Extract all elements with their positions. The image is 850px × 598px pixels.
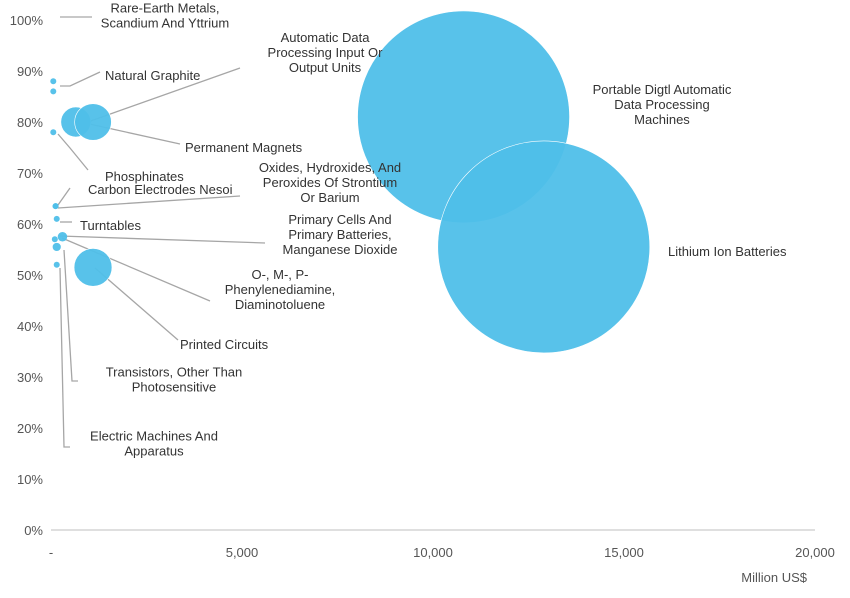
bubble-label: Apparatus: [124, 444, 184, 459]
x-axis-title: Million US$: [741, 570, 808, 585]
bubble-label: Oxides, Hydroxides, And: [259, 160, 401, 175]
y-tick-label: 0%: [24, 523, 43, 538]
bubble-label: Phosphinates: [105, 169, 184, 184]
bubble-label: Automatic Data: [281, 30, 371, 45]
bubble-label: Electric Machines And: [90, 429, 218, 444]
y-tick-label: 80%: [17, 115, 43, 130]
x-tick-label: -: [49, 545, 53, 560]
bubble-label: Machines: [634, 112, 690, 127]
y-tick-label: 70%: [17, 166, 43, 181]
leader-line: [61, 237, 211, 302]
x-tick-label: 20,000: [795, 545, 835, 560]
data-labels: Rare-Earth Metals,Scandium And Yttrium Na…: [80, 1, 787, 459]
bubble: [57, 232, 68, 242]
bubble: [73, 248, 113, 287]
bubble: [437, 140, 651, 354]
leader-line: [60, 71, 101, 87]
bubble-label: Or Barium: [300, 190, 359, 205]
axes: 0% 10% 20% 30% 40% 50% 60% 70% 80% 90% 100% - 5,000 1…: [10, 13, 835, 560]
bubble-label: Lithium Ion Batteries: [668, 244, 787, 259]
y-tick-label: 10%: [17, 472, 43, 487]
leader-line: [63, 249, 78, 382]
bubble: [52, 203, 59, 210]
bubble-label: Manganese Dioxide: [283, 242, 398, 257]
bubble: [50, 88, 57, 95]
y-tick-label: 100%: [10, 13, 44, 28]
bubble-label: Portable Digtl Automatic: [593, 82, 732, 97]
bubble-label: Diaminotoluene: [235, 297, 325, 312]
y-tick-label: 90%: [17, 64, 43, 79]
leader-line: [57, 133, 89, 171]
leader-line: [94, 267, 179, 341]
bubble-label: Rare-Earth Metals,: [110, 1, 219, 16]
y-tick-label: 30%: [17, 370, 43, 385]
y-tick-label: 50%: [17, 268, 43, 283]
leader-line: [84, 67, 241, 124]
x-tick-label: 10,000: [413, 545, 453, 560]
bubble-label: O-, M-, P-: [251, 267, 308, 282]
bubble: [53, 215, 60, 222]
bubble: [50, 78, 57, 85]
bubble-label: Natural Graphite: [105, 68, 200, 83]
x-tick-label: 5,000: [226, 545, 259, 560]
bubble: [74, 103, 112, 141]
bubble-label: Data Processing: [614, 97, 709, 112]
x-tick-label: 15,000: [604, 545, 644, 560]
leader-line: [59, 267, 70, 448]
bubble-label: Photosensitive: [132, 380, 217, 395]
bubble-label: Phenylenediamine,: [225, 282, 336, 297]
bubble: [50, 129, 57, 136]
bubble-label: Permanent Magnets: [185, 140, 303, 155]
leader-line: [59, 235, 266, 244]
bubble-label: Turntables: [80, 218, 141, 233]
bubble-label: Carbon Electrodes Nesoi: [88, 182, 233, 197]
bubbles: [50, 10, 651, 354]
bubble-label: Primary Batteries,: [288, 227, 391, 242]
bubble: [51, 236, 58, 243]
bubble-label: Scandium And Yttrium: [101, 16, 229, 31]
bubble: [53, 261, 60, 268]
y-tick-label: 20%: [17, 421, 43, 436]
bubble-label: Output Units: [289, 60, 362, 75]
bubble-label: Primary Cells And: [288, 212, 391, 227]
leader-line: [57, 195, 241, 209]
bubble-label: Peroxides Of Strontium: [263, 175, 397, 190]
bubble: [52, 242, 61, 252]
bubble-label: Processing Input Or: [268, 45, 384, 60]
bubble-label: Transistors, Other Than: [106, 365, 243, 380]
leader-line: [57, 187, 71, 206]
y-tick-label: 40%: [17, 319, 43, 334]
y-tick-label: 60%: [17, 217, 43, 232]
bubble-label: Printed Circuits: [180, 337, 269, 352]
